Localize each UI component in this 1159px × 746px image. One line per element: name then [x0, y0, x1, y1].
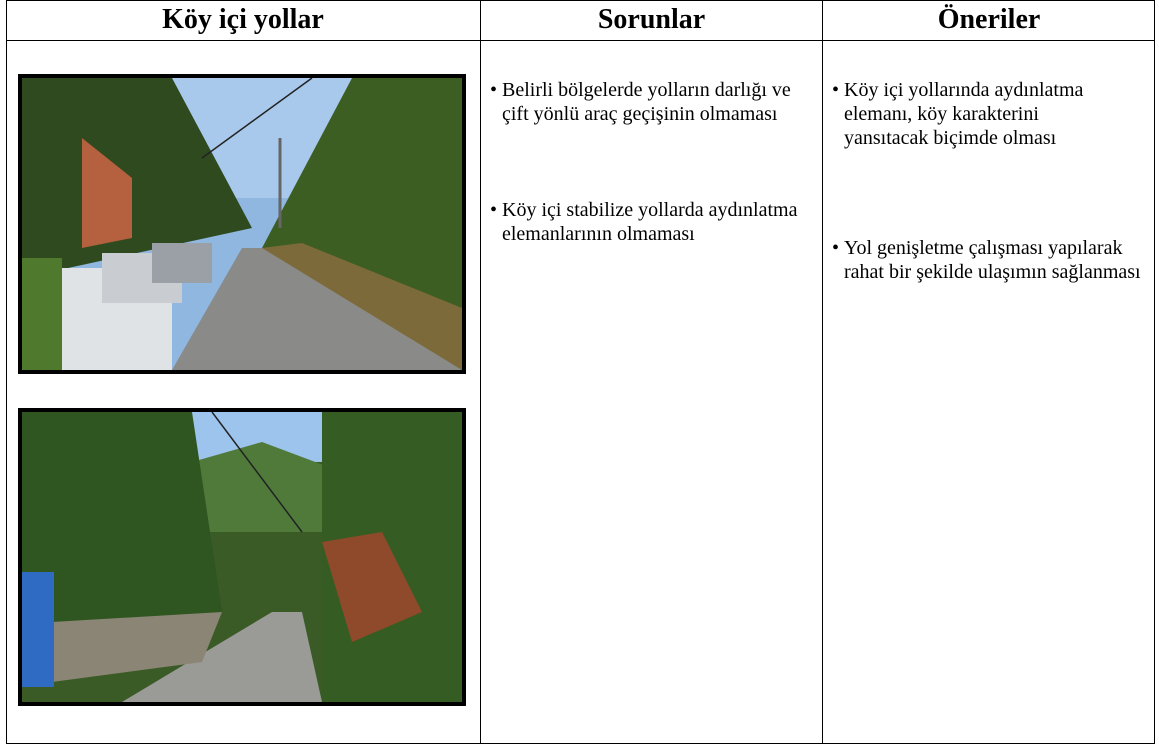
problem-item: Belirli bölgelerde yolların darlığı ve ç…	[490, 78, 822, 126]
photo-scene	[22, 412, 462, 702]
photo-scene	[22, 78, 462, 370]
road-photo	[18, 74, 466, 374]
page: Köy içi yollar Sorunlar Öneriler	[0, 0, 1159, 746]
suggestion-item: Yol genişletme çalışması yapılarak rahat…	[832, 236, 1149, 284]
problem-item: Köy içi stabilize yollarda aydınlatma el…	[490, 198, 812, 246]
column-header: Öneriler	[823, 0, 1155, 40]
header-divider	[6, 40, 1155, 41]
suggestion-item: Köy içi yollarında aydınlatma elemanı, k…	[832, 78, 1104, 150]
road-photo	[18, 408, 466, 706]
column-divider	[480, 0, 481, 744]
column-header: Sorunlar	[481, 0, 822, 40]
column-header: Köy içi yollar	[6, 0, 480, 40]
column-divider	[822, 0, 823, 744]
